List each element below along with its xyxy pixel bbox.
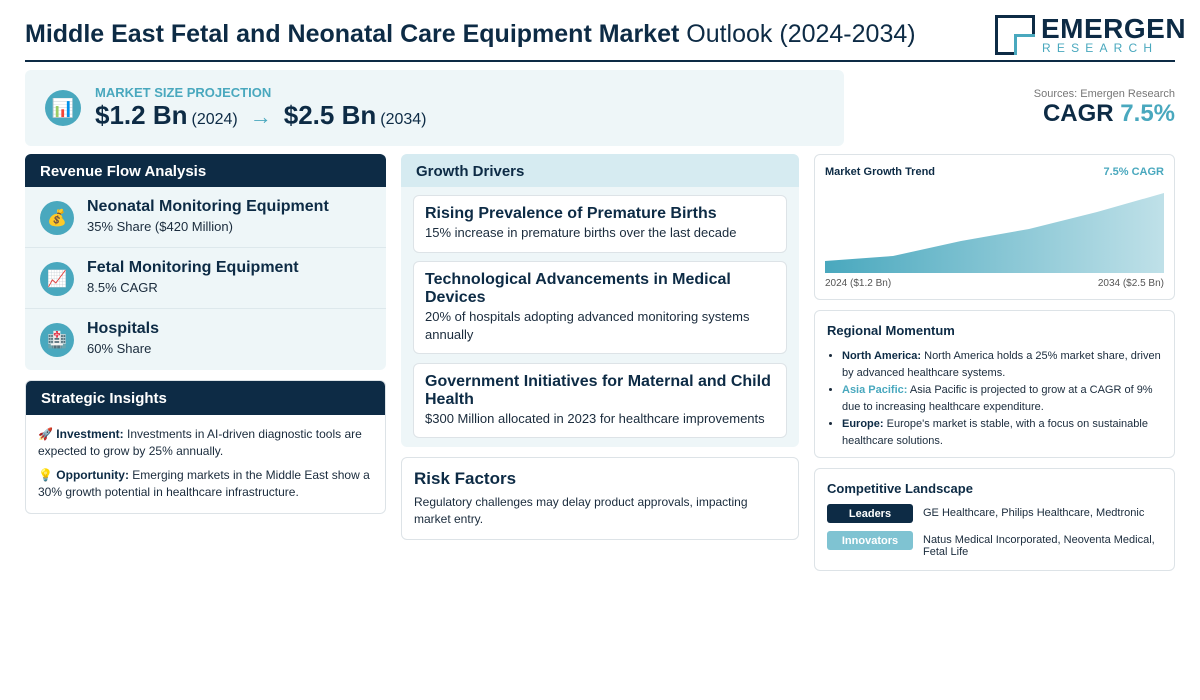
end-value: $2.5 Bn	[283, 100, 377, 130]
driver-card: Technological Advancements in Medical De…	[413, 261, 787, 354]
region-item: Europe: Europe's market is stable, with …	[842, 416, 1162, 450]
driver-title: Government Initiatives for Maternal and …	[425, 373, 771, 408]
strategic-insights-heading: Strategic Insights	[26, 381, 385, 415]
trend-end-label: 2034 ($2.5 Bn)	[1097, 278, 1164, 289]
cagr-summary: CAGR 7.5%	[1043, 100, 1175, 128]
end-year: (2034)	[380, 111, 427, 128]
growth-drivers-panel: Growth Drivers Rising Prevalence of Prem…	[401, 154, 799, 447]
chart-icon: 📊	[45, 90, 81, 126]
rocket-icon: 🚀	[38, 427, 53, 441]
market-growth-trend-panel: Market Growth Trend 7.5% CAGR 2024 ($1.2…	[814, 154, 1175, 300]
competitive-landscape-panel: Competitive Landscape Leaders GE Healthc…	[814, 468, 1175, 571]
region-name: Europe:	[842, 418, 884, 430]
region-list: North America: North America holds a 25%…	[827, 348, 1162, 450]
cagr-value: 7.5%	[1120, 100, 1175, 127]
revenue-item-sub: 60% Share	[87, 341, 152, 356]
trend-start-label: 2024 ($1.2 Bn)	[825, 278, 892, 289]
logo-name: EMERGEN	[1041, 13, 1187, 44]
hospital-icon: 🏥	[40, 323, 74, 357]
leaders-tag: Leaders	[827, 504, 913, 523]
risk-factors-heading: Risk Factors	[414, 469, 517, 488]
region-text: North America holds a 25% market share, …	[842, 350, 1161, 379]
projection-label: MARKET SIZE PROJECTION	[95, 85, 272, 100]
page-title-bold: Middle East Fetal and Neonatal Care Equi…	[25, 20, 680, 48]
page-title: Middle East Fetal and Neonatal Care Equi…	[25, 20, 916, 49]
trend-cagr: 7.5% CAGR	[1103, 166, 1164, 178]
header: Middle East Fetal and Neonatal Care Equi…	[25, 10, 1186, 62]
revenue-item-title: Fetal Monitoring Equipment	[87, 259, 299, 276]
region-text: Europe's market is stable, with a focus …	[842, 418, 1148, 447]
revenue-flow-panel: Revenue Flow Analysis 💰 Neonatal Monitor…	[25, 154, 386, 370]
driver-sub: 15% increase in premature births over th…	[425, 225, 737, 240]
insight-text: Investments in AI-driven diagnostic tool…	[38, 427, 362, 458]
driver-card: Rising Prevalence of Premature Births 15…	[413, 195, 787, 253]
revenue-item-sub: 8.5% CAGR	[87, 280, 158, 295]
revenue-item: 💰 Neonatal Monitoring Equipment 35% Shar…	[25, 187, 386, 248]
revenue-item: 🏥 Hospitals 60% Share	[25, 309, 386, 370]
projection-values: $1.2 Bn (2024) → $2.5 Bn (2034)	[95, 100, 427, 131]
innovators-text: Natus Medical Incorporated, Neoventa Med…	[923, 534, 1155, 558]
growth-drivers-heading: Growth Drivers	[401, 154, 799, 187]
risk-factors-text: Regulatory challenges may delay product …	[414, 495, 748, 526]
insight-text: Emerging markets in the Middle East show…	[38, 468, 370, 499]
arrow-right-icon: →	[249, 104, 272, 129]
revenue-item-title: Neonatal Monitoring Equipment	[87, 198, 329, 215]
revenue-item: 📈 Fetal Monitoring Equipment 8.5% CAGR	[25, 248, 386, 309]
sources-text: Sources: Emergen Research	[1033, 88, 1175, 100]
trend-area-chart	[825, 193, 1164, 273]
driver-sub: 20% of hospitals adopting advanced monit…	[425, 309, 750, 342]
driver-title: Technological Advancements in Medical De…	[425, 271, 731, 306]
insight-item: 🚀 Investment: Investments in AI-driven d…	[38, 426, 373, 460]
leaders-text: GE Healthcare, Philips Healthcare, Medtr…	[923, 507, 1145, 519]
leaders-row: Leaders GE Healthcare, Philips Healthcar…	[827, 504, 1163, 523]
logo-subtitle: RESEARCH	[1042, 41, 1159, 55]
revenue-item-title: Hospitals	[87, 320, 160, 337]
insight-label: Opportunity:	[56, 468, 129, 482]
regional-momentum-panel: Regional Momentum North America: North A…	[814, 310, 1175, 458]
money-bag-icon: 💰	[40, 201, 74, 235]
trend-area	[825, 193, 1164, 273]
cagr-label: CAGR	[1042, 100, 1114, 127]
start-value: $1.2 Bn	[95, 100, 188, 130]
revenue-flow-heading: Revenue Flow Analysis	[25, 154, 386, 187]
insight-item: 💡 Opportunity: Emerging markets in the M…	[38, 467, 373, 501]
regional-momentum-heading: Regional Momentum	[827, 323, 955, 338]
trend-title: Market Growth Trend	[825, 166, 936, 178]
innovators-row: Innovators Natus Medical Incorporated, N…	[827, 531, 1163, 558]
region-item: North America: North America holds a 25%…	[842, 348, 1162, 382]
market-size-projection: 📊 MARKET SIZE PROJECTION $1.2 Bn (2024) → $…	[25, 70, 844, 146]
page-title-light: Outlook (2024-2034)	[686, 20, 916, 48]
trend-chart-icon: 📈	[40, 262, 74, 296]
region-text: Asia Pacific is projected to grow at a C…	[842, 384, 1153, 413]
competitive-landscape-heading: Competitive Landscape	[827, 481, 973, 496]
risk-factors-panel: Risk Factors Regulatory challenges may d…	[401, 457, 799, 540]
driver-sub: $300 Million allocated in 2023 for healt…	[425, 411, 765, 426]
innovators-tag: Innovators	[827, 531, 913, 550]
emergen-logo: EMERGEN RESEARCH	[995, 14, 1186, 56]
driver-title: Rising Prevalence of Premature Births	[425, 205, 717, 222]
lightbulb-icon: 💡	[38, 468, 53, 482]
logo-mark-icon	[995, 15, 1035, 55]
region-item: Asia Pacific: Asia Pacific is projected …	[842, 382, 1162, 416]
start-year: (2024)	[191, 111, 238, 128]
region-name: North America:	[842, 350, 922, 362]
insight-label: Investment:	[56, 427, 124, 441]
revenue-item-sub: 35% Share ($420 Million)	[87, 219, 233, 234]
driver-card: Government Initiatives for Maternal and …	[413, 363, 787, 438]
strategic-insights-panel: Strategic Insights 🚀 Investment: Investm…	[25, 380, 386, 514]
region-name: Asia Pacific:	[842, 384, 908, 396]
